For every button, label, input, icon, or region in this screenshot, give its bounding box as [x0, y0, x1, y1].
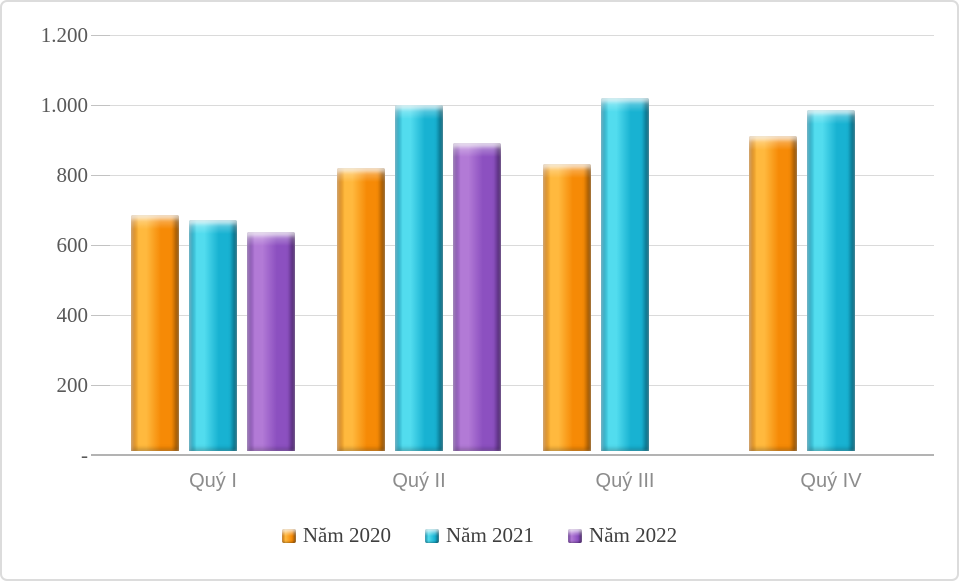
- legend-label: Năm 2021: [445, 523, 535, 547]
- bar-năm-2022-2: [453, 143, 501, 451]
- x-axis-label: Quý I: [189, 470, 237, 492]
- bar-group-4: [728, 26, 934, 451]
- legend-swatch-icon: [281, 528, 296, 543]
- y-tick-label: 800: [56, 163, 89, 187]
- gridline: [110, 245, 934, 246]
- bar-năm-2020-4: [749, 136, 797, 451]
- x-axis-label: Quý IV: [800, 470, 862, 492]
- bar-group-3: [522, 26, 728, 451]
- y-axis-tick: [91, 175, 110, 176]
- legend-label: Năm 2020: [302, 523, 391, 547]
- legend: Năm 2020 Năm 2021 Năm 2022: [2, 523, 957, 548]
- y-tick-label: 1.000: [40, 93, 88, 117]
- bar-năm-2021-4: [807, 109, 855, 451]
- y-tick-label: 200: [56, 373, 89, 397]
- y-tick-label: 400: [56, 303, 89, 327]
- y-tick-label: -: [81, 443, 88, 467]
- bar-group-1: [110, 26, 316, 451]
- gridline: [110, 175, 934, 176]
- y-axis-tick: [91, 385, 110, 386]
- y-axis-tick: [91, 105, 110, 106]
- bar-năm-2021-2: [395, 104, 443, 451]
- legend-swatch-icon: [424, 528, 439, 543]
- y-axis-tick: [91, 315, 110, 316]
- bar-năm-2020-2: [337, 167, 385, 451]
- x-axis-label: Quý III: [595, 470, 655, 492]
- gridline: [110, 35, 934, 36]
- gridline: [110, 105, 934, 106]
- bar-group-2: [316, 26, 522, 451]
- legend-item-năm-2021: Năm 2021: [424, 523, 535, 548]
- bar-năm-2021-1: [189, 220, 237, 451]
- legend-item-năm-2022: Năm 2022: [568, 523, 677, 548]
- y-tick-label: 1.200: [40, 23, 88, 47]
- bar-năm-2020-3: [543, 164, 591, 451]
- x-axis-line: [91, 454, 934, 456]
- legend-label: Năm 2022: [589, 523, 678, 547]
- y-tick-label: 600: [56, 233, 89, 257]
- y-axis-tick: [91, 35, 110, 36]
- bar-năm-2022-1: [247, 232, 295, 451]
- x-axis-label: Quý II: [392, 470, 446, 492]
- bar-năm-2020-1: [131, 214, 179, 451]
- bar-năm-2021-3: [601, 97, 649, 451]
- y-axis-tick: [91, 245, 110, 246]
- legend-swatch-icon: [568, 528, 583, 543]
- gridline: [110, 385, 934, 386]
- gridline: [110, 315, 934, 316]
- legend-item-năm-2020: Năm 2020: [281, 523, 391, 548]
